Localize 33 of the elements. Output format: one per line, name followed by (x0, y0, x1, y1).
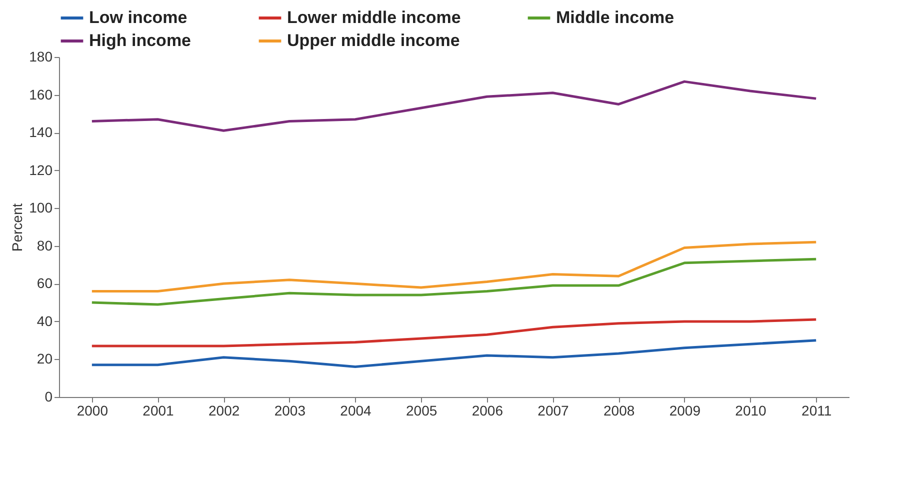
x-tick-label: 2002 (208, 402, 240, 418)
y-tick-label: 60 (36, 275, 53, 292)
line-series (90, 339, 818, 368)
legend-label: High income (89, 31, 192, 50)
x-tick-label: 2010 (735, 402, 767, 418)
x-tick-label: 2006 (472, 402, 504, 418)
line-series (90, 258, 818, 306)
y-tick-label: 20 (36, 350, 53, 367)
x-tick-label: 2003 (274, 402, 306, 418)
y-tick-label: 140 (29, 124, 53, 140)
y-axis-title: Percent (9, 203, 26, 252)
y-tick-label: 80 (36, 237, 53, 254)
y-tick-label: 120 (29, 162, 53, 178)
legend-label: Upper middle income (287, 31, 460, 50)
x-tick-label: 2009 (669, 402, 701, 418)
x-tick-label: 2008 (604, 402, 635, 418)
legend-label: Lower middle income (287, 8, 461, 27)
x-tick-label: 2001 (142, 402, 174, 418)
x-tick-label: 2000 (76, 402, 108, 418)
y-tick-label: 100 (29, 200, 53, 216)
line-series (90, 240, 818, 292)
legend-label: Middle income (556, 8, 674, 27)
y-tick-label: 0 (44, 388, 53, 404)
y-tick-label: 40 (36, 312, 53, 329)
legend-label: Low income (89, 8, 188, 27)
x-tick-label: 2011 (802, 402, 832, 418)
x-tick-label: 2005 (406, 402, 438, 418)
x-tick-label: 2007 (538, 402, 570, 418)
y-tick-label: 160 (29, 86, 53, 102)
line-series (90, 80, 818, 132)
y-tick-label: 180 (29, 48, 53, 64)
line-series (90, 318, 818, 348)
x-tick-label: 2004 (340, 402, 372, 418)
